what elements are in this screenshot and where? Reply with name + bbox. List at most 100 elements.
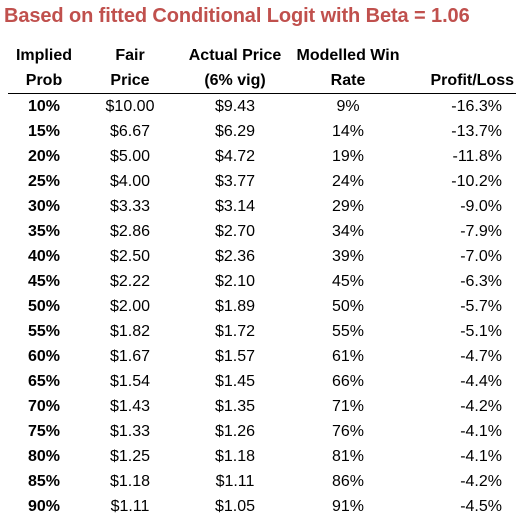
cell-profit-loss: -6.3% (406, 269, 516, 294)
cell-profit-loss: -4.2% (406, 394, 516, 419)
header-fair-price-line1: Fair (80, 43, 180, 68)
cell-actual-price: $3.77 (180, 169, 290, 194)
cell-profit-loss: -4.5% (406, 494, 516, 519)
header-profit-loss-line2: Profit/Loss (406, 68, 516, 94)
cell-fair-price: $1.67 (80, 344, 180, 369)
cell-implied-prob: 10% (8, 94, 80, 120)
cell-fair-price: $3.33 (80, 194, 180, 219)
cell-modelled-win-rate: 71% (290, 394, 406, 419)
cell-modelled-win-rate: 39% (290, 244, 406, 269)
cell-profit-loss: -5.1% (406, 319, 516, 344)
cell-modelled-win-rate: 55% (290, 319, 406, 344)
cell-profit-loss: -16.3% (406, 94, 516, 120)
cell-profit-loss: -4.1% (406, 419, 516, 444)
cell-fair-price: $1.82 (80, 319, 180, 344)
cell-modelled-win-rate: 50% (290, 294, 406, 319)
cell-actual-price: $4.72 (180, 144, 290, 169)
cell-fair-price: $1.33 (80, 419, 180, 444)
cell-fair-price: $6.67 (80, 119, 180, 144)
cell-implied-prob: 15% (8, 119, 80, 144)
profit-loss-table: Implied Fair Actual Price Modelled Win P… (8, 43, 516, 519)
cell-implied-prob: 60% (8, 344, 80, 369)
cell-fair-price: $1.18 (80, 469, 180, 494)
cell-implied-prob: 90% (8, 494, 80, 519)
header-row-2: Prob Price (6% vig) Rate Profit/Loss (8, 68, 516, 94)
header-modelled-win-rate-line2: Rate (290, 68, 406, 94)
header-implied-prob-line2: Prob (8, 68, 80, 94)
cell-implied-prob: 75% (8, 419, 80, 444)
cell-fair-price: $2.22 (80, 269, 180, 294)
cell-modelled-win-rate: 9% (290, 94, 406, 120)
cell-fair-price: $2.50 (80, 244, 180, 269)
cell-modelled-win-rate: 14% (290, 119, 406, 144)
cell-fair-price: $4.00 (80, 169, 180, 194)
cell-implied-prob: 55% (8, 319, 80, 344)
cell-actual-price: $1.35 (180, 394, 290, 419)
header-row-1: Implied Fair Actual Price Modelled Win (8, 43, 516, 68)
cell-profit-loss: -4.1% (406, 444, 516, 469)
cell-implied-prob: 50% (8, 294, 80, 319)
cell-actual-price: $2.10 (180, 269, 290, 294)
cell-implied-prob: 40% (8, 244, 80, 269)
cell-actual-price: $9.43 (180, 94, 290, 120)
cell-actual-price: $1.57 (180, 344, 290, 369)
cell-implied-prob: 65% (8, 369, 80, 394)
cell-modelled-win-rate: 45% (290, 269, 406, 294)
cell-profit-loss: -7.0% (406, 244, 516, 269)
cell-modelled-win-rate: 34% (290, 219, 406, 244)
header-implied-prob-line1: Implied (8, 43, 80, 68)
cell-actual-price: $2.70 (180, 219, 290, 244)
cell-modelled-win-rate: 29% (290, 194, 406, 219)
cell-implied-prob: 35% (8, 219, 80, 244)
cell-fair-price: $1.25 (80, 444, 180, 469)
cell-modelled-win-rate: 86% (290, 469, 406, 494)
header-modelled-win-rate-line1: Modelled Win (290, 43, 406, 68)
cell-fair-price: $2.86 (80, 219, 180, 244)
cell-modelled-win-rate: 81% (290, 444, 406, 469)
cell-modelled-win-rate: 24% (290, 169, 406, 194)
cell-profit-loss: -11.8% (406, 144, 516, 169)
header-actual-price-line1: Actual Price (180, 43, 290, 68)
cell-fair-price: $2.00 (80, 294, 180, 319)
cell-actual-price: $3.14 (180, 194, 290, 219)
cell-fair-price: $5.00 (80, 144, 180, 169)
cell-implied-prob: 25% (8, 169, 80, 194)
cell-actual-price: $1.45 (180, 369, 290, 394)
cell-fair-price: $10.00 (80, 94, 180, 120)
table-title: Based on fitted Conditional Logit with B… (4, 5, 470, 28)
cell-modelled-win-rate: 76% (290, 419, 406, 444)
cell-profit-loss: -4.7% (406, 344, 516, 369)
cell-implied-prob: 70% (8, 394, 80, 419)
cell-modelled-win-rate: 91% (290, 494, 406, 519)
cell-actual-price: $1.11 (180, 469, 290, 494)
cell-profit-loss: -10.2% (406, 169, 516, 194)
cell-modelled-win-rate: 66% (290, 369, 406, 394)
cell-profit-loss: -9.0% (406, 194, 516, 219)
cell-profit-loss: -4.2% (406, 469, 516, 494)
cell-profit-loss: -4.4% (406, 369, 516, 394)
cell-profit-loss: -5.7% (406, 294, 516, 319)
cell-implied-prob: 45% (8, 269, 80, 294)
cell-profit-loss: -13.7% (406, 119, 516, 144)
cell-fair-price: $1.11 (80, 494, 180, 519)
cell-fair-price: $1.54 (80, 369, 180, 394)
cell-fair-price: $1.43 (80, 394, 180, 419)
cell-actual-price: $2.36 (180, 244, 290, 269)
cell-actual-price: $6.29 (180, 119, 290, 144)
cell-modelled-win-rate: 61% (290, 344, 406, 369)
